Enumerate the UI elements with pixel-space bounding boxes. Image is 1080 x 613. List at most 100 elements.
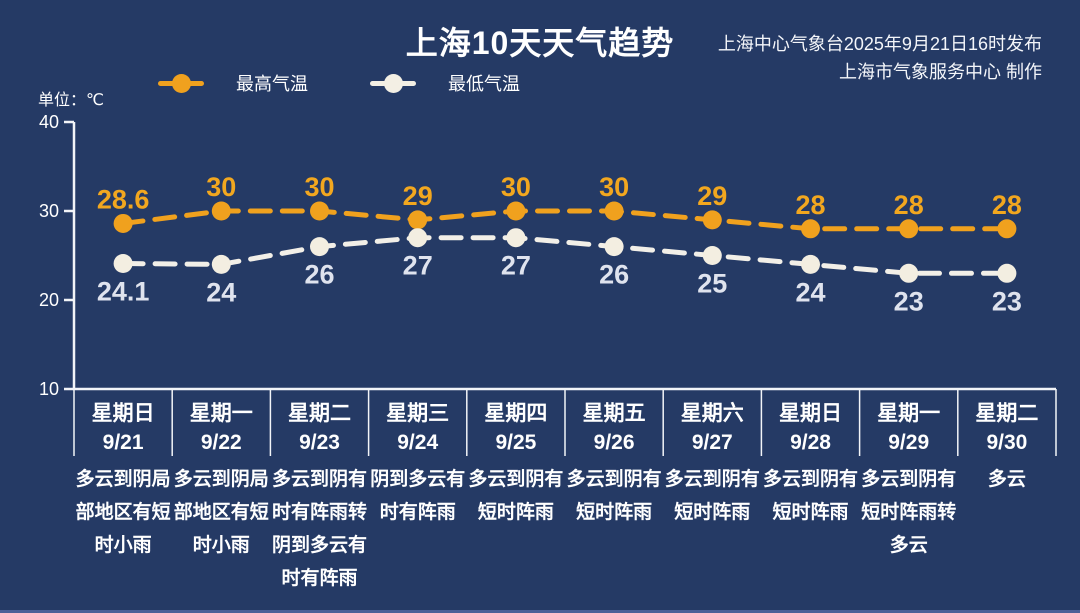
y-axis-tick-label: 40 bbox=[39, 112, 59, 132]
weather-description-line: 多云到阴有 bbox=[665, 467, 760, 490]
weather-description-line: 短时阵雨 bbox=[772, 500, 848, 523]
weather-description-line: 多云到阴有 bbox=[567, 467, 662, 490]
date-label: 9/21 bbox=[103, 431, 144, 454]
legend: 最高气温 最低气温 bbox=[158, 68, 520, 98]
weekday-label: 星期四 bbox=[484, 402, 547, 425]
low-temp-line bbox=[120, 235, 1010, 276]
weather-description-line: 多云到阴有 bbox=[861, 467, 956, 490]
low-temp-marker bbox=[408, 228, 428, 248]
weekday-label: 星期一 bbox=[190, 402, 253, 425]
weather-description-line: 多云 bbox=[890, 533, 928, 556]
publish-line-1: 上海中心气象台2025年9月21日16时发布 bbox=[717, 34, 1042, 54]
bottom-edge-divider bbox=[0, 610, 1080, 613]
weather-description-line: 短时阵雨转 bbox=[861, 500, 956, 523]
unit-label: 单位：℃ bbox=[38, 92, 104, 109]
y-axis-tick-label: 10 bbox=[39, 379, 59, 399]
weather-description-line: 部地区有短 bbox=[174, 500, 269, 523]
weekday-label: 星期日 bbox=[92, 402, 155, 425]
weather-description-line: 阴到多云有 bbox=[370, 467, 465, 490]
weekday-label: 星期一 bbox=[877, 402, 940, 425]
weather-description-line: 多云到阴有 bbox=[468, 467, 563, 490]
y-axis-tick-label: 20 bbox=[39, 290, 59, 310]
low-temp-value-label: 26 bbox=[599, 260, 629, 290]
weather-description-line: 多云到阴局 bbox=[174, 467, 269, 490]
weather-description-line: 时小雨 bbox=[95, 534, 152, 556]
weather-description-line: 阴到多云有 bbox=[272, 533, 367, 556]
weekday-label: 星期二 bbox=[288, 402, 351, 425]
date-label: 9/25 bbox=[495, 431, 536, 454]
date-label: 9/28 bbox=[790, 431, 831, 454]
weather-description-line: 多云到阴局 bbox=[76, 467, 171, 490]
low-temp-marker bbox=[899, 263, 919, 283]
weather-description-line: 时有阵雨转 bbox=[272, 500, 367, 523]
high-temp-marker bbox=[801, 219, 820, 239]
high-temp-legend-marker-icon bbox=[158, 73, 204, 93]
high-temp-marker bbox=[702, 210, 722, 230]
weather-description-line: 多云到阴有 bbox=[272, 467, 367, 490]
weekday-label: 星期三 bbox=[386, 402, 449, 425]
low-temp-value-label: 27 bbox=[403, 251, 433, 281]
low-temp-value-label: 24.1 bbox=[97, 277, 150, 307]
weekday-label: 星期五 bbox=[583, 402, 646, 425]
legend-item-low-temp: 最低气温 bbox=[370, 70, 520, 96]
high-temp-marker bbox=[997, 219, 1017, 239]
high-temp-value-label: 29 bbox=[697, 181, 727, 211]
publish-line-2: 上海市气象服务中心 制作 bbox=[839, 62, 1042, 82]
weather-description-line: 短时阵雨 bbox=[478, 500, 554, 523]
weather-description-line: 时有阵雨 bbox=[281, 566, 357, 589]
date-label: 9/22 bbox=[201, 431, 242, 454]
legend-item-high-temp: 最高气温 bbox=[158, 70, 308, 96]
high-temp-marker bbox=[310, 201, 329, 221]
weather-description-line: 时小雨 bbox=[193, 534, 250, 556]
low-temp-marker bbox=[506, 228, 526, 248]
legend-label-low-temp: 最低气温 bbox=[448, 74, 520, 94]
high-temp-line bbox=[120, 208, 1010, 232]
high-temp-marker bbox=[604, 201, 624, 221]
high-temp-value-label: 28 bbox=[894, 190, 924, 220]
low-temp-marker bbox=[604, 237, 624, 257]
high-temp-marker bbox=[506, 201, 526, 221]
low-temp-marker bbox=[801, 254, 820, 274]
date-label: 9/24 bbox=[397, 431, 438, 454]
weather-description-line: 多云到阴有 bbox=[763, 467, 858, 490]
legend-label-high-temp: 最高气温 bbox=[236, 74, 308, 94]
weekday-label: 星期日 bbox=[779, 402, 842, 425]
low-temp-marker bbox=[113, 254, 133, 274]
low-temp-value-label: 26 bbox=[304, 260, 334, 290]
y-axis-tick-label: 30 bbox=[39, 201, 59, 221]
weather-description-line: 时有阵雨 bbox=[380, 500, 456, 523]
date-label: 9/23 bbox=[299, 431, 340, 454]
high-temp-value-label: 30 bbox=[599, 172, 629, 202]
weekday-label: 星期二 bbox=[975, 402, 1038, 425]
weather-description-line: 短时阵雨 bbox=[674, 500, 750, 523]
low-temp-value-label: 24 bbox=[795, 277, 825, 307]
high-temp-value-label: 30 bbox=[206, 172, 236, 202]
date-label: 9/27 bbox=[692, 431, 733, 454]
low-temp-marker bbox=[702, 246, 722, 265]
high-temp-marker bbox=[211, 201, 231, 221]
high-temp-value-label: 29 bbox=[403, 181, 433, 211]
date-label: 9/30 bbox=[986, 431, 1027, 454]
weather-description-line: 部地区有短 bbox=[76, 500, 171, 523]
high-temp-marker bbox=[408, 210, 428, 230]
weather-description-line: 短时阵雨 bbox=[576, 500, 652, 523]
high-temp-value-label: 28.6 bbox=[97, 184, 150, 214]
low-temp-value-label: 23 bbox=[992, 286, 1022, 316]
low-temp-value-label: 25 bbox=[697, 269, 727, 299]
page-title: 上海10天天气趋势 bbox=[405, 25, 675, 61]
high-temp-value-label: 30 bbox=[304, 172, 334, 202]
date-label: 9/26 bbox=[594, 431, 635, 454]
low-temp-value-label: 23 bbox=[894, 286, 924, 316]
high-temp-value-label: 30 bbox=[501, 172, 531, 202]
publish-info: 上海中心气象台2025年9月21日16时发布 上海市气象服务中心 制作 bbox=[718, 30, 1042, 86]
low-temp-marker bbox=[310, 237, 329, 257]
low-temp-marker bbox=[997, 263, 1017, 283]
low-temp-marker bbox=[211, 254, 231, 274]
high-temp-value-label: 28 bbox=[795, 190, 825, 220]
low-temp-value-label: 24 bbox=[206, 277, 236, 307]
high-temp-marker bbox=[899, 219, 919, 239]
high-temp-marker bbox=[113, 213, 133, 233]
low-temp-legend-marker-icon bbox=[370, 73, 416, 93]
